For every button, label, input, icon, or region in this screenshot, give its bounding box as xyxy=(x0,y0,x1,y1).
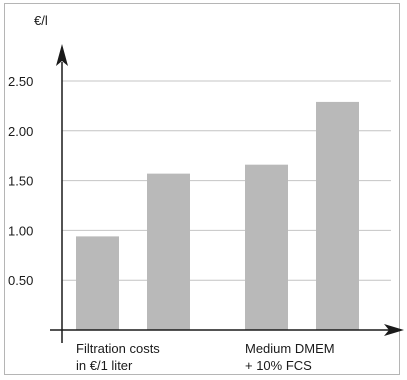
x-category-label: Medium DMEM xyxy=(245,341,335,356)
y-tick-label: 2.00 xyxy=(8,124,33,139)
y-tick-label: 2.50 xyxy=(8,74,33,89)
bar xyxy=(76,236,119,330)
x-category-label: + 10% FCS xyxy=(245,358,312,373)
y-tick-labels: 0.50 1.00 1.50 2.00 2.50 xyxy=(8,74,33,288)
y-tick-label: 0.50 xyxy=(8,273,33,288)
y-tick-label: 1.00 xyxy=(8,223,33,238)
axes xyxy=(50,44,404,343)
bars xyxy=(76,101,359,330)
x-category-label: Filtration costs xyxy=(76,341,160,356)
x-category-labels: Filtration costs in €/1 liter Medium DMEM +… xyxy=(76,341,335,373)
x-axis-arrow-icon xyxy=(384,324,404,336)
bar xyxy=(245,164,288,330)
bar xyxy=(316,101,359,330)
y-axis-label: €/l xyxy=(34,13,48,28)
y-tick-label: 1.50 xyxy=(8,174,33,189)
y-axis-arrow-icon xyxy=(56,44,68,66)
x-category-label: in €/1 liter xyxy=(76,358,133,373)
bar xyxy=(147,173,190,330)
